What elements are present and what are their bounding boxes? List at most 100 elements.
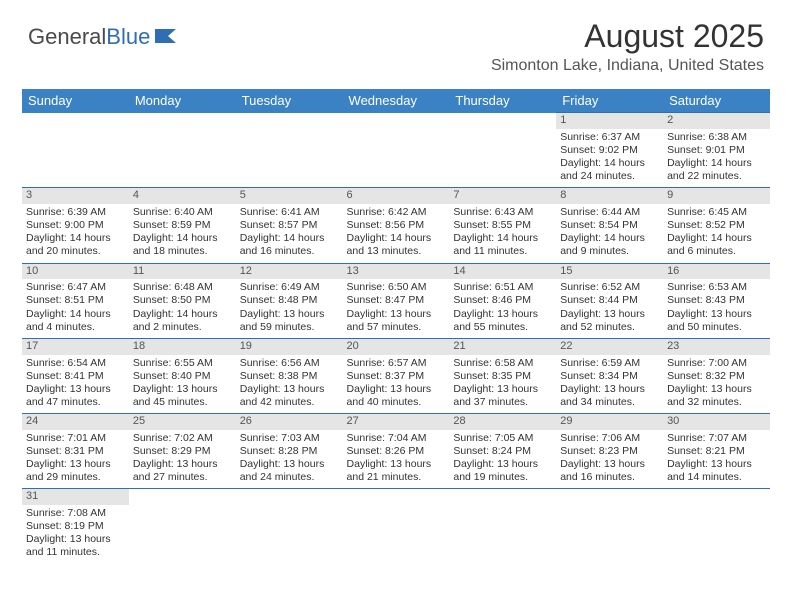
- weekday-header: Sunday: [22, 89, 129, 113]
- day-number-cell: 1: [556, 113, 663, 129]
- day-number-cell: 14: [449, 263, 556, 279]
- day-cell: Sunrise: 6:39 AMSunset: 9:00 PMDaylight:…: [22, 204, 129, 263]
- location: Simonton Lake, Indiana, United States: [491, 57, 764, 75]
- day-cell: Sunrise: 7:04 AMSunset: 8:26 PMDaylight:…: [343, 430, 450, 489]
- day-cell: [236, 505, 343, 564]
- day-number-cell: 27: [343, 414, 450, 430]
- daylight-text: and 14 minutes.: [667, 471, 766, 484]
- day-cell: Sunrise: 7:08 AMSunset: 8:19 PMDaylight:…: [22, 505, 129, 564]
- day-number-cell: 8: [556, 188, 663, 204]
- sunset-text: Sunset: 8:57 PM: [240, 219, 339, 232]
- weekday-header: Thursday: [449, 89, 556, 113]
- day-cell: Sunrise: 7:02 AMSunset: 8:29 PMDaylight:…: [129, 430, 236, 489]
- day-cell: Sunrise: 6:56 AMSunset: 8:38 PMDaylight:…: [236, 355, 343, 414]
- day-cell: [22, 129, 129, 188]
- logo-text-2: Blue: [106, 24, 150, 50]
- day-number-cell: [129, 113, 236, 129]
- weekday-header: Wednesday: [343, 89, 450, 113]
- sunrise-text: Sunrise: 6:55 AM: [133, 357, 232, 370]
- day-cell: Sunrise: 6:57 AMSunset: 8:37 PMDaylight:…: [343, 355, 450, 414]
- day-number-cell: 10: [22, 263, 129, 279]
- header: GeneralBlue August 2025 Simonton Lake, I…: [0, 0, 792, 81]
- day-number-cell: [449, 113, 556, 129]
- day-number-cell: 28: [449, 414, 556, 430]
- daynum-row: 24252627282930: [22, 414, 770, 430]
- month-title: August 2025: [491, 18, 764, 55]
- day-cell: Sunrise: 7:06 AMSunset: 8:23 PMDaylight:…: [556, 430, 663, 489]
- daylight-text: and 11 minutes.: [26, 546, 125, 559]
- sunset-text: Sunset: 8:41 PM: [26, 370, 125, 383]
- day-cell: Sunrise: 7:05 AMSunset: 8:24 PMDaylight:…: [449, 430, 556, 489]
- sunrise-text: Sunrise: 6:43 AM: [453, 206, 552, 219]
- day-number-cell: 3: [22, 188, 129, 204]
- daylight-text: and 19 minutes.: [453, 471, 552, 484]
- daylight-text: and 9 minutes.: [560, 245, 659, 258]
- daylight-text: and 2 minutes.: [133, 321, 232, 334]
- daylight-text: and 34 minutes.: [560, 396, 659, 409]
- daylight-text: Daylight: 13 hours: [560, 383, 659, 396]
- daylight-text: and 4 minutes.: [26, 321, 125, 334]
- daylight-text: Daylight: 14 hours: [560, 157, 659, 170]
- day-cell: Sunrise: 6:54 AMSunset: 8:41 PMDaylight:…: [22, 355, 129, 414]
- day-cell: [129, 129, 236, 188]
- daylight-text: Daylight: 14 hours: [133, 232, 232, 245]
- sunset-text: Sunset: 8:23 PM: [560, 445, 659, 458]
- sunset-text: Sunset: 9:00 PM: [26, 219, 125, 232]
- daylight-text: and 45 minutes.: [133, 396, 232, 409]
- sunrise-text: Sunrise: 6:54 AM: [26, 357, 125, 370]
- day-cell: [343, 505, 450, 564]
- day-number-cell: [129, 489, 236, 505]
- sunset-text: Sunset: 8:40 PM: [133, 370, 232, 383]
- sunrise-text: Sunrise: 6:41 AM: [240, 206, 339, 219]
- sunrise-text: Sunrise: 7:04 AM: [347, 432, 446, 445]
- day-number-cell: 31: [22, 489, 129, 505]
- daylight-text: and 18 minutes.: [133, 245, 232, 258]
- day-number-cell: [236, 113, 343, 129]
- sunrise-text: Sunrise: 6:39 AM: [26, 206, 125, 219]
- day-cell: Sunrise: 7:03 AMSunset: 8:28 PMDaylight:…: [236, 430, 343, 489]
- day-cell: Sunrise: 6:48 AMSunset: 8:50 PMDaylight:…: [129, 279, 236, 338]
- daynum-row: 17181920212223: [22, 338, 770, 354]
- day-number-cell: 5: [236, 188, 343, 204]
- sunrise-text: Sunrise: 6:56 AM: [240, 357, 339, 370]
- sunset-text: Sunset: 8:55 PM: [453, 219, 552, 232]
- daylight-text: Daylight: 13 hours: [347, 383, 446, 396]
- day-number-cell: 17: [22, 338, 129, 354]
- day-number-cell: 12: [236, 263, 343, 279]
- sunrise-text: Sunrise: 6:42 AM: [347, 206, 446, 219]
- daylight-text: Daylight: 13 hours: [347, 458, 446, 471]
- day-number-cell: 16: [663, 263, 770, 279]
- day-cell: Sunrise: 7:00 AMSunset: 8:32 PMDaylight:…: [663, 355, 770, 414]
- daylight-text: and 47 minutes.: [26, 396, 125, 409]
- weekday-header: Saturday: [663, 89, 770, 113]
- day-cell: Sunrise: 6:59 AMSunset: 8:34 PMDaylight:…: [556, 355, 663, 414]
- daylight-text: Daylight: 14 hours: [667, 232, 766, 245]
- daynum-row: 31: [22, 489, 770, 505]
- daylight-text: Daylight: 13 hours: [560, 308, 659, 321]
- flag-icon: [154, 28, 180, 46]
- daylight-text: Daylight: 13 hours: [453, 308, 552, 321]
- daylight-text: and 32 minutes.: [667, 396, 766, 409]
- sunset-text: Sunset: 8:28 PM: [240, 445, 339, 458]
- sunset-text: Sunset: 8:47 PM: [347, 294, 446, 307]
- daylight-text: Daylight: 13 hours: [240, 458, 339, 471]
- daylight-text: Daylight: 14 hours: [667, 157, 766, 170]
- daylight-text: Daylight: 13 hours: [347, 308, 446, 321]
- sunset-text: Sunset: 8:54 PM: [560, 219, 659, 232]
- day-cell: Sunrise: 6:44 AMSunset: 8:54 PMDaylight:…: [556, 204, 663, 263]
- daylight-text: and 57 minutes.: [347, 321, 446, 334]
- daylight-text: and 59 minutes.: [240, 321, 339, 334]
- day-cell: Sunrise: 6:41 AMSunset: 8:57 PMDaylight:…: [236, 204, 343, 263]
- day-cell: Sunrise: 6:50 AMSunset: 8:47 PMDaylight:…: [343, 279, 450, 338]
- daylight-text: Daylight: 13 hours: [133, 383, 232, 396]
- sunrise-text: Sunrise: 6:44 AM: [560, 206, 659, 219]
- sunrise-text: Sunrise: 7:03 AM: [240, 432, 339, 445]
- daylight-text: Daylight: 13 hours: [26, 383, 125, 396]
- sunrise-text: Sunrise: 6:47 AM: [26, 281, 125, 294]
- day-number-cell: 13: [343, 263, 450, 279]
- daylight-text: Daylight: 14 hours: [240, 232, 339, 245]
- sunset-text: Sunset: 8:52 PM: [667, 219, 766, 232]
- sunrise-text: Sunrise: 7:05 AM: [453, 432, 552, 445]
- day-cell: [343, 129, 450, 188]
- day-number-cell: 26: [236, 414, 343, 430]
